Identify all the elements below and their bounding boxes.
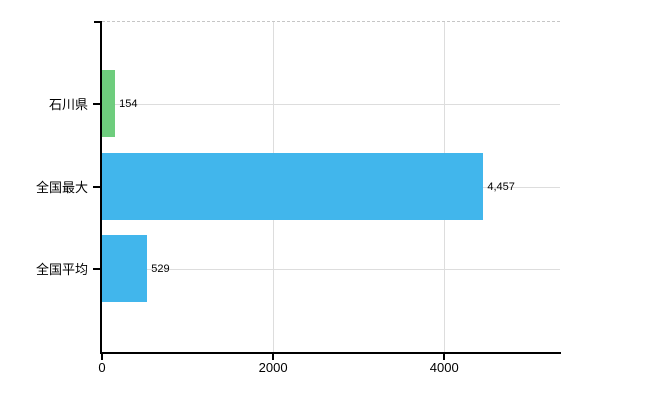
bar-value-label: 154 — [119, 98, 138, 110]
bar-全国平均 — [102, 235, 148, 302]
category-label: 全国平均 — [35, 262, 88, 277]
category-label: 石川県 — [48, 97, 88, 112]
plot-area: 154 4,457 529 — [102, 21, 560, 352]
bar-value-label: 4,457 — [487, 181, 515, 193]
y-axis-top-tick — [94, 21, 102, 23]
bar-value-label: 529 — [151, 263, 170, 275]
x-axis-tick-label: 0 — [98, 360, 106, 375]
category-label: 全国最大 — [35, 180, 88, 195]
horizontal-gridline — [102, 104, 560, 105]
x-axis-tick-label: 2000 — [258, 360, 288, 375]
x-axis-line — [100, 352, 561, 354]
x-axis-tick — [101, 354, 103, 360]
bar-全国最大 — [102, 153, 484, 220]
x-axis-tick — [443, 354, 446, 360]
x-axis-tick-label: 4000 — [429, 360, 459, 375]
category-tick — [93, 103, 100, 105]
category-tick — [93, 186, 100, 188]
bar-石川県 — [102, 70, 116, 137]
y-axis-line — [100, 21, 102, 353]
category-tick — [93, 268, 100, 270]
plot-top-border — [102, 21, 560, 22]
x-axis-tick — [272, 354, 275, 360]
horizontal-gridline — [102, 269, 560, 270]
